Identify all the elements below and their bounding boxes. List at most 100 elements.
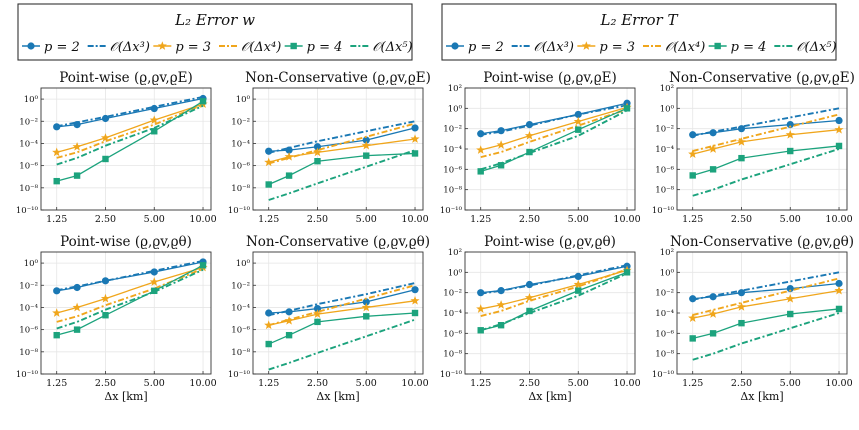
data-point-star bbox=[476, 304, 486, 313]
data-point-star bbox=[149, 115, 159, 125]
data-point-circle bbox=[477, 289, 485, 297]
legend-w: L₂ Error w p = 2 𝒪(Δx³) p = 3 𝒪(Δx⁴) p = 4 𝒪(Δ… bbox=[17, 3, 413, 61]
data-point-star bbox=[688, 313, 698, 322]
y-tick-label: 10⁻⁴ bbox=[19, 303, 38, 313]
legend-marker-star bbox=[581, 41, 591, 50]
y-tick-label: 10⁻⁴ bbox=[655, 309, 674, 319]
data-point-star bbox=[361, 302, 371, 312]
y-tick-label: 10⁻⁴ bbox=[443, 145, 462, 155]
data-point-square bbox=[363, 313, 370, 320]
legend-entry-label: p = 4 bbox=[307, 40, 343, 55]
data-point-circle bbox=[101, 277, 110, 285]
data-point-star bbox=[284, 315, 294, 325]
y-tick-label: 10⁰ bbox=[660, 268, 675, 278]
x-tick-label: 5.00 bbox=[356, 378, 377, 389]
data-point-square bbox=[689, 335, 696, 342]
data-point-star bbox=[476, 145, 486, 154]
data-point-star bbox=[736, 137, 747, 146]
x-tick-label: 10.00 bbox=[825, 378, 852, 389]
data-point-square bbox=[73, 326, 81, 333]
x-tick-label: 10.00 bbox=[825, 214, 852, 225]
data-point-star bbox=[410, 134, 420, 143]
series-line-reference bbox=[268, 282, 416, 317]
y-tick-label: 10⁻¹⁰ bbox=[652, 370, 675, 380]
data-point-square bbox=[623, 105, 631, 112]
y-tick-label: 10⁻⁴ bbox=[231, 303, 250, 313]
legend-box bbox=[17, 3, 413, 61]
x-tick-label: 2.50 bbox=[307, 378, 328, 389]
x-tick-label: 2.50 bbox=[95, 378, 116, 389]
y-tick-label: 10⁻¹⁰ bbox=[16, 370, 39, 380]
series-line-reference bbox=[268, 284, 416, 327]
x-tick-label: 1.25 bbox=[258, 214, 279, 225]
data-point-circle bbox=[53, 287, 61, 295]
y-tick-label: 10⁻⁸ bbox=[443, 350, 462, 360]
y-tick-label: 10⁻⁸ bbox=[231, 348, 250, 358]
data-point-square bbox=[787, 310, 794, 318]
x-tick-label: 10.00 bbox=[613, 378, 640, 389]
legend-entry-label: p = 2 bbox=[44, 40, 80, 55]
data-point-square bbox=[411, 150, 419, 157]
data-point-square bbox=[526, 148, 533, 156]
legend-entry-label: 𝒪(Δx⁵) bbox=[372, 40, 412, 55]
data-point-star bbox=[688, 149, 698, 158]
x-tick-label: 10.00 bbox=[401, 378, 428, 389]
series-line-reference bbox=[268, 120, 416, 154]
data-point-square bbox=[53, 177, 60, 185]
data-point-star bbox=[52, 308, 62, 317]
data-point-square bbox=[73, 172, 81, 179]
series-line-reference bbox=[268, 318, 416, 371]
series-line-reference bbox=[692, 107, 840, 137]
data-point-star bbox=[573, 279, 583, 289]
data-point-star bbox=[284, 151, 294, 161]
data-point-square bbox=[709, 330, 717, 337]
data-point-star bbox=[410, 296, 420, 305]
data-point-star bbox=[785, 129, 795, 139]
x-tick-label: 10.00 bbox=[613, 214, 640, 225]
y-tick-label: 10⁻⁸ bbox=[443, 186, 462, 196]
x-tick-label: 2.50 bbox=[519, 378, 540, 389]
legend-marker-star bbox=[157, 41, 167, 50]
y-tick-label: 10⁻⁶ bbox=[231, 162, 250, 172]
x-tick-label: 5.00 bbox=[780, 214, 801, 225]
subplot-title: Point-wise (ϱ,ϱv,ϱθ) bbox=[484, 234, 616, 250]
y-tick-label: 10⁻⁶ bbox=[443, 165, 462, 175]
subplot-title: Non-Conservative (ϱ,ϱv,ϱE) bbox=[669, 70, 855, 86]
series-line-reference bbox=[56, 103, 204, 159]
legend-entry-label: p = 3 bbox=[599, 40, 635, 55]
subplot-title: Non-Conservative (ϱ,ϱv,ϱE) bbox=[245, 70, 431, 86]
series-line-reference bbox=[480, 108, 628, 159]
y-tick-label: 10⁻⁴ bbox=[231, 139, 250, 149]
legend-marker-circle bbox=[27, 42, 35, 50]
data-point-circle bbox=[313, 143, 322, 151]
y-tick-label: 10² bbox=[448, 248, 462, 258]
legend-title: L₂ Error w bbox=[174, 11, 255, 29]
x-tick-label: 2.50 bbox=[731, 378, 752, 389]
y-tick-label: 10⁰ bbox=[236, 259, 251, 269]
data-point-square bbox=[151, 128, 158, 135]
x-tick-label: 2.50 bbox=[519, 214, 540, 225]
data-point-square bbox=[102, 312, 109, 319]
data-point-square bbox=[411, 309, 419, 317]
y-tick-label: 10⁻¹⁰ bbox=[228, 206, 251, 216]
data-point-circle bbox=[362, 136, 370, 144]
subplot-1: Point-wise (ϱ,ϱv,ϱE) 10⁻¹⁰ 10⁻⁸ 10⁻⁶ 10⁻⁴ 10⁻… bbox=[16, 70, 217, 225]
subplot-7: Point-wise (ϱ,ϱv,ϱθ) 10⁻¹⁰ 10⁻⁸ 10⁻⁶ 10⁻⁴ 10⁻… bbox=[440, 234, 641, 403]
x-axis-label: Δx [km] bbox=[528, 390, 571, 403]
y-tick-label: 10⁻⁶ bbox=[443, 329, 462, 339]
subplot-5: Point-wise (ϱ,ϱv,ϱθ) 10⁻¹⁰ 10⁻⁸ 10⁻⁶ 10⁻⁴ 10⁻… bbox=[16, 234, 217, 403]
y-tick-label: 10⁻⁶ bbox=[19, 326, 38, 336]
data-point-star bbox=[100, 133, 111, 142]
series-line-error bbox=[268, 312, 416, 345]
y-tick-label: 10² bbox=[660, 84, 674, 94]
legend-title: L₂ Error T bbox=[599, 11, 678, 29]
x-tick-label: 1.25 bbox=[682, 214, 703, 225]
data-point-star bbox=[834, 285, 844, 295]
data-point-square bbox=[199, 98, 207, 105]
subplot-title: Point-wise (ϱ,ϱv,ϱE) bbox=[59, 70, 193, 86]
series-line-reference bbox=[692, 271, 840, 301]
y-tick-label: 10⁰ bbox=[448, 104, 463, 114]
y-tick-label: 10⁻⁶ bbox=[655, 165, 674, 175]
y-tick-label: 10² bbox=[448, 84, 462, 94]
data-point-star bbox=[785, 293, 795, 303]
